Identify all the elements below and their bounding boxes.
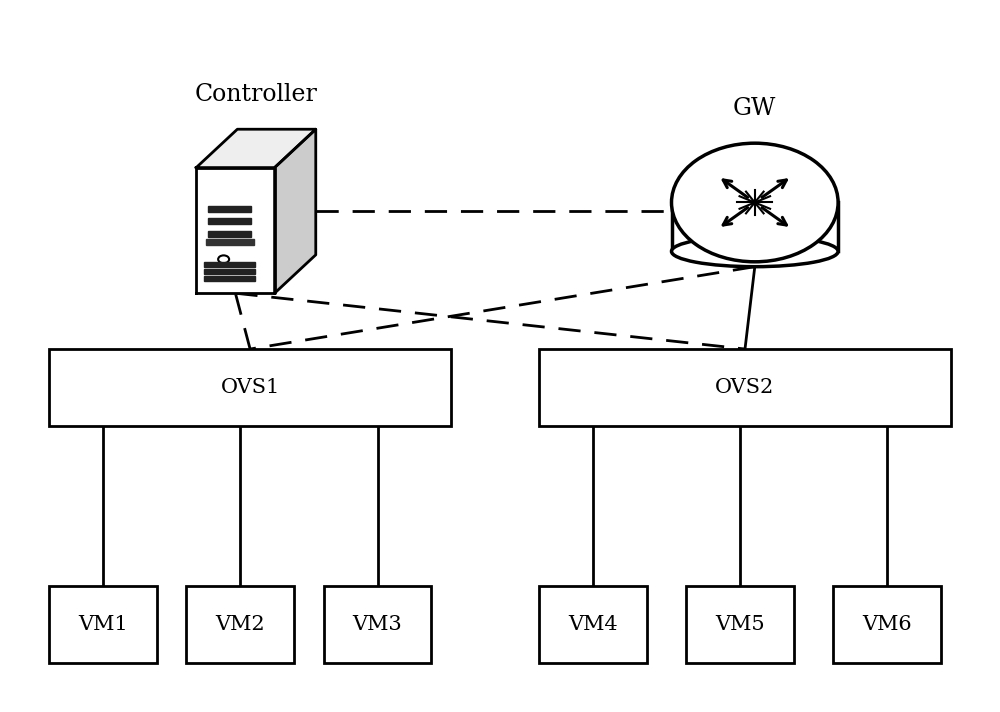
- Bar: [204, 262, 255, 267]
- Bar: [206, 239, 254, 246]
- Text: Controller: Controller: [195, 83, 317, 106]
- Text: VM3: VM3: [353, 615, 402, 634]
- Bar: [208, 219, 251, 224]
- Polygon shape: [275, 130, 316, 293]
- Bar: [686, 586, 794, 663]
- Bar: [208, 206, 251, 211]
- Text: VM5: VM5: [715, 615, 765, 634]
- Bar: [833, 586, 941, 663]
- Circle shape: [672, 143, 838, 262]
- Bar: [208, 231, 251, 236]
- Bar: [539, 349, 951, 426]
- Text: VM2: VM2: [215, 615, 265, 634]
- Bar: [204, 268, 255, 273]
- Text: GW: GW: [733, 97, 776, 120]
- Bar: [186, 586, 294, 663]
- Bar: [49, 349, 451, 426]
- Bar: [204, 276, 255, 281]
- Bar: [49, 586, 157, 663]
- Polygon shape: [196, 130, 316, 167]
- Text: VM6: VM6: [862, 615, 912, 634]
- Text: OVS2: OVS2: [715, 378, 775, 397]
- Bar: [539, 586, 647, 663]
- Text: OVS1: OVS1: [220, 378, 280, 397]
- Text: VM1: VM1: [78, 615, 128, 634]
- Text: VM4: VM4: [568, 615, 618, 634]
- Circle shape: [218, 256, 229, 263]
- Ellipse shape: [672, 236, 838, 267]
- Bar: [324, 586, 431, 663]
- Polygon shape: [196, 167, 275, 293]
